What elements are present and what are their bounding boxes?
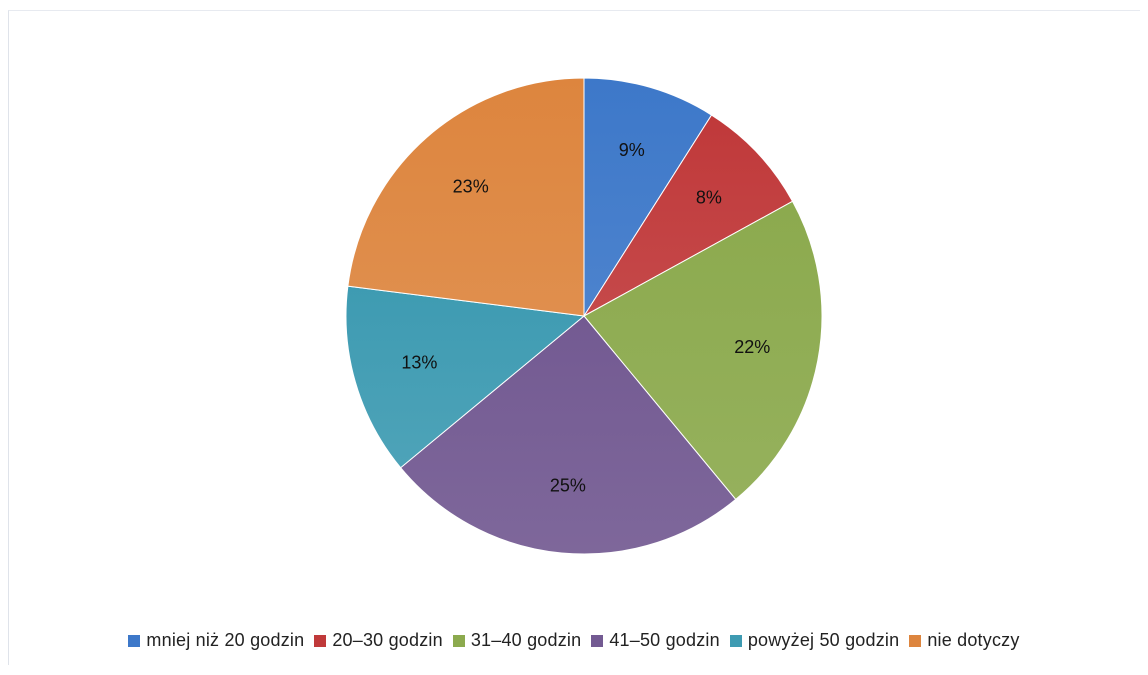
pie-slice-0: [583, 77, 713, 318]
legend-swatch-2: [452, 634, 465, 647]
legend-item-1: 20–30 godzin: [314, 630, 443, 651]
pie-slice-4: [345, 285, 586, 469]
legend-label-1: 20–30 godzin: [332, 630, 443, 650]
slice-label-3: 25%: [550, 475, 586, 495]
pie-slice-5: [347, 77, 585, 317]
legend-label-0: mniej niż 20 godzin: [146, 630, 305, 650]
legend-item-0: mniej niż 20 godzin: [128, 630, 304, 651]
legend-item-2: 31–40 godzin: [452, 630, 582, 651]
legend-label-5: nie dotyczy: [927, 630, 1020, 650]
slice-label-0: 9%: [619, 140, 645, 160]
slice-label-2: 22%: [734, 337, 770, 357]
legend-swatch-0: [128, 634, 141, 647]
legend-item-5: nie dotyczy: [909, 630, 1019, 651]
pie-slice-3: [399, 315, 737, 555]
slice-label-4: 13%: [401, 353, 437, 373]
legend-swatch-4: [729, 634, 742, 647]
legend-swatch-5: [909, 634, 922, 647]
slice-label-1: 8%: [696, 187, 722, 207]
legend-label-4: powyżej 50 godzin: [747, 630, 900, 650]
pie-slice-1: [583, 114, 794, 317]
legend-label-2: 31–40 godzin: [470, 630, 582, 650]
legend-item-3: 41–50 godzin: [591, 630, 720, 651]
legend-label-3: 41–50 godzin: [609, 630, 720, 650]
legend: mniej niż 20 godzin 20–30 godzin 31–40 g…: [0, 630, 1148, 651]
legend-item-4: powyżej 50 godzin: [729, 630, 900, 651]
legend-swatch-3: [591, 634, 604, 647]
pie-slice-2: [583, 200, 823, 501]
slice-label-5: 23%: [453, 176, 489, 196]
legend-swatch-1: [314, 634, 327, 647]
